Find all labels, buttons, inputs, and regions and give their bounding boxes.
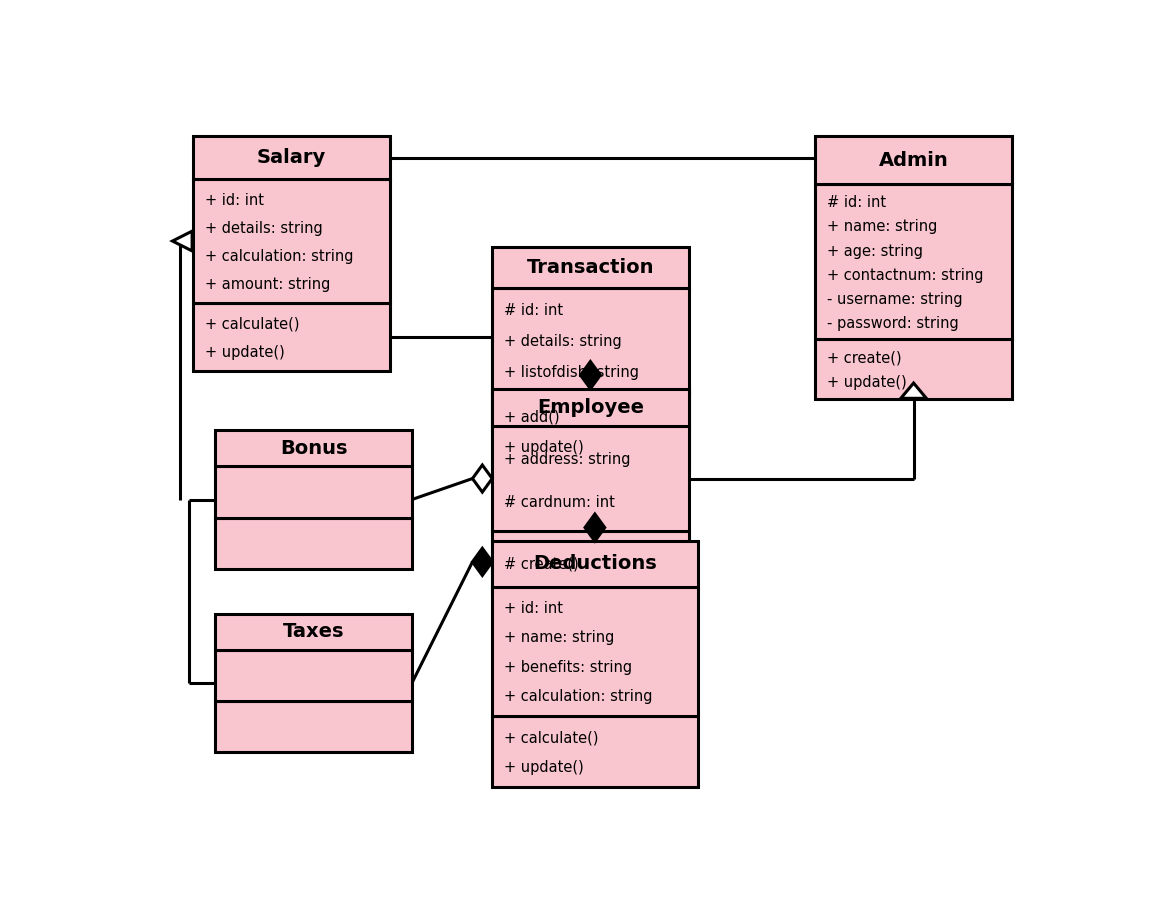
Bar [816, 136, 1011, 184]
Text: Salary: Salary [257, 148, 326, 167]
Text: + listofdish: string: + listofdish: string [503, 365, 639, 381]
Text: + name: string: + name: string [503, 630, 614, 645]
Text: + update(): + update() [205, 346, 285, 360]
Text: # create(): # create() [503, 556, 578, 572]
Text: + name: string: + name: string [827, 220, 938, 234]
Text: + id: int: + id: int [503, 601, 563, 617]
Text: Deductions: Deductions [533, 554, 657, 573]
Bar [215, 466, 411, 517]
Text: + benefits: string: + benefits: string [503, 660, 632, 675]
Bar [492, 247, 689, 288]
Text: Bonus: Bonus [280, 439, 348, 458]
Text: + calculate(): + calculate() [205, 317, 300, 332]
Polygon shape [173, 231, 192, 251]
Text: - password: string: - password: string [827, 316, 958, 331]
Bar [215, 614, 411, 650]
Text: + calculate(): + calculate() [503, 731, 598, 745]
Bar [194, 136, 389, 179]
Text: + contactnum: string: + contactnum: string [827, 268, 984, 283]
Bar [215, 701, 411, 752]
Bar [816, 184, 1011, 339]
Bar [215, 518, 411, 569]
Text: + address: string: + address: string [503, 452, 630, 466]
Text: + details: string: + details: string [503, 335, 622, 349]
Text: + update(): + update() [827, 375, 907, 391]
Text: # id: int: # id: int [503, 303, 563, 319]
Polygon shape [585, 514, 605, 541]
Bar [492, 587, 697, 716]
Text: + create(): + create() [827, 351, 902, 365]
Bar [492, 393, 689, 468]
Text: + details: string: + details: string [205, 220, 323, 236]
Bar [194, 302, 389, 372]
Polygon shape [581, 362, 600, 389]
Bar [215, 430, 411, 466]
Bar [194, 179, 389, 302]
Text: + calculation: string: + calculation: string [205, 249, 354, 264]
Polygon shape [472, 465, 492, 492]
Bar [492, 427, 689, 531]
Bar [492, 389, 689, 427]
Text: + update(): + update() [503, 760, 584, 775]
Text: + update(): + update() [503, 440, 584, 455]
Text: Taxes: Taxes [283, 623, 344, 642]
Text: + calculation: string: + calculation: string [503, 689, 652, 704]
Text: + add(): + add() [503, 410, 560, 424]
Polygon shape [901, 383, 926, 399]
Bar [816, 339, 1011, 399]
Bar [215, 650, 411, 701]
Text: # cardnum: int: # cardnum: int [503, 495, 615, 510]
Text: + amount: string: + amount: string [205, 277, 331, 292]
Bar [492, 541, 697, 587]
Text: Employee: Employee [537, 398, 644, 417]
Text: + age: string: + age: string [827, 244, 923, 258]
Text: + id: int: + id: int [205, 193, 264, 208]
Text: # id: int: # id: int [827, 195, 886, 210]
Text: Transaction: Transaction [526, 257, 654, 276]
Bar [492, 288, 689, 393]
Text: - username: string: - username: string [827, 292, 963, 307]
Bar [492, 716, 697, 788]
Text: Admin: Admin [879, 150, 948, 169]
Bar [492, 531, 689, 593]
Polygon shape [472, 548, 492, 575]
